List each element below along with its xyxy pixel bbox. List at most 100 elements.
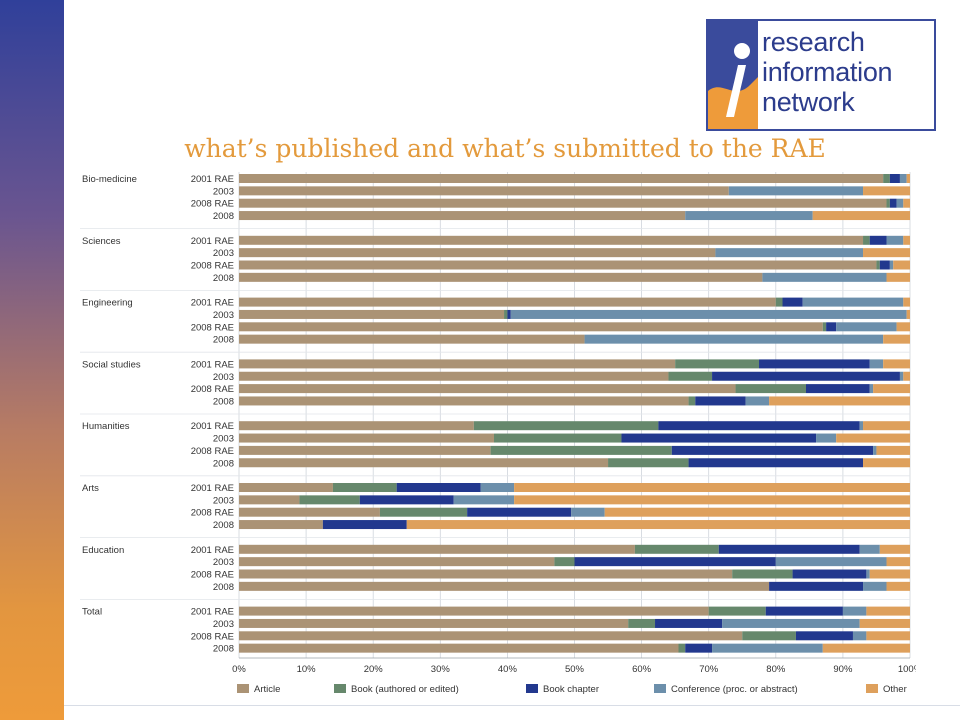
bar-segment xyxy=(239,359,676,369)
bar-segment xyxy=(239,297,776,307)
bar-segment xyxy=(886,557,910,567)
bar-segment xyxy=(889,174,900,183)
logo-line-2: information xyxy=(762,57,893,87)
group-label: Humanities xyxy=(82,421,130,432)
bar-segment xyxy=(775,297,783,307)
logo-line-1: research xyxy=(762,27,865,57)
bar-segment xyxy=(708,606,766,616)
group-label: Engineering xyxy=(82,298,133,309)
row-label: 2001 RAE xyxy=(191,483,234,494)
x-tick-label: 80% xyxy=(766,664,786,675)
row-label: 2008 xyxy=(213,458,234,469)
bar-segment xyxy=(842,606,867,616)
bar-segment xyxy=(745,396,770,406)
bar-segment xyxy=(634,544,719,554)
row-label: 2001 RAE xyxy=(191,421,234,432)
bar-segment xyxy=(712,643,823,653)
x-tick-label: 50% xyxy=(565,664,585,675)
bar-segment xyxy=(239,606,709,616)
bar-segment xyxy=(802,297,904,307)
bar-segment xyxy=(795,631,853,641)
bar-segment xyxy=(574,557,776,567)
bar-segment xyxy=(869,359,884,369)
bar-segment xyxy=(621,433,817,443)
bar-segment xyxy=(775,557,887,567)
bar-segment xyxy=(903,297,910,307)
legend-label: Book (authored or edited) xyxy=(351,684,459,695)
bar-segment xyxy=(863,248,910,258)
bar-segment xyxy=(735,384,806,394)
bar-segment xyxy=(239,396,689,406)
bar-segment xyxy=(742,631,796,641)
row-label: 2008 xyxy=(213,335,234,346)
bar-segment xyxy=(805,384,870,394)
row-label: 2008 RAE xyxy=(191,199,234,210)
bar-segment xyxy=(896,198,904,208)
bar-segment xyxy=(759,359,870,369)
legend-swatch xyxy=(237,684,249,693)
bar-segment xyxy=(239,520,323,530)
row-label: 2003 xyxy=(213,434,234,445)
group-label: Arts xyxy=(82,483,99,494)
x-tick-label: 0% xyxy=(232,664,246,675)
legend-swatch xyxy=(654,684,666,693)
legend-swatch xyxy=(866,684,878,693)
bar-segment xyxy=(873,445,877,455)
bar-segment xyxy=(379,507,468,517)
bar-segment xyxy=(554,557,575,567)
bar-segment xyxy=(886,581,910,591)
bar-segment xyxy=(879,260,890,270)
x-tick-label: 20% xyxy=(364,664,384,675)
x-tick-label: 30% xyxy=(431,664,451,675)
bar-segment xyxy=(239,421,474,431)
bar-segment xyxy=(718,544,860,554)
bar-segment xyxy=(792,569,867,579)
bar-segment xyxy=(899,371,904,381)
bar-segment xyxy=(896,322,910,332)
bar-segment xyxy=(239,186,729,196)
bar-segment xyxy=(765,606,843,616)
bar-segment xyxy=(473,421,659,431)
side-decoration-bar xyxy=(0,0,64,720)
bar-segment xyxy=(859,544,880,554)
bar-segment xyxy=(510,309,907,319)
row-label: 2008 xyxy=(213,396,234,407)
bar-segment xyxy=(507,309,511,319)
bar-segment xyxy=(239,371,669,381)
bar-segment xyxy=(715,248,864,258)
bar-segment xyxy=(712,371,900,381)
legend-label: Conference (proc. or abstract) xyxy=(671,684,798,695)
logo-line-3: network xyxy=(762,87,855,117)
row-label: 2008 xyxy=(213,211,234,222)
bar-segment xyxy=(504,309,508,319)
x-tick-label: 100% xyxy=(898,664,916,675)
legend-swatch xyxy=(526,684,538,693)
row-label: 2008 xyxy=(213,644,234,655)
bar-segment xyxy=(886,235,904,245)
bar-segment xyxy=(906,174,910,183)
legend-label: Other xyxy=(883,684,907,695)
legend-label: Book chapter xyxy=(543,684,599,695)
bar-segment xyxy=(239,557,555,567)
row-label: 2008 RAE xyxy=(191,446,234,457)
row-label: 2003 xyxy=(213,186,234,197)
row-label: 2008 RAE xyxy=(191,631,234,642)
bar-segment xyxy=(239,544,635,554)
row-label: 2003 xyxy=(213,557,234,568)
bar-segment xyxy=(685,211,813,221)
row-label: 2001 RAE xyxy=(191,298,234,309)
bar-segment xyxy=(732,569,793,579)
legend-swatch xyxy=(334,684,346,693)
bar-segment xyxy=(584,334,884,344)
bar-segment xyxy=(816,433,837,443)
bar-segment xyxy=(239,334,585,344)
bar-segment xyxy=(903,198,910,208)
bar-segment xyxy=(239,211,686,221)
bar-segment xyxy=(906,309,910,319)
bar-segment xyxy=(239,643,679,653)
page-title: what’s published and what’s submitted to… xyxy=(184,134,826,163)
bar-segment xyxy=(493,433,622,443)
bar-segment xyxy=(239,483,333,492)
row-label: 2003 xyxy=(213,248,234,259)
